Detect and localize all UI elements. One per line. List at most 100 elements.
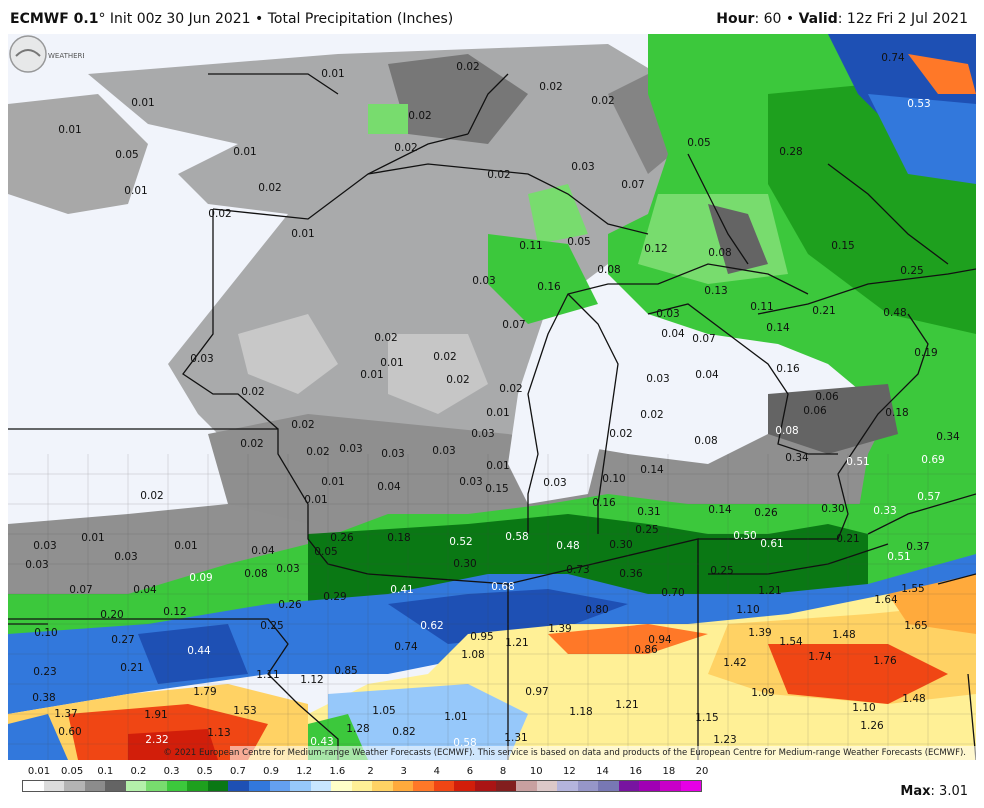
precip-value: 0.31 [637,506,660,518]
precip-value: 0.03 [471,428,494,440]
precip-value: 0.58 [505,531,528,543]
precip-value: 0.02 [539,81,562,93]
precip-value: 0.33 [873,505,896,517]
legend-tick-label: 0.3 [163,766,180,777]
precip-value: 1.54 [779,636,803,648]
legend-swatch [207,781,229,791]
precip-value: 0.21 [836,533,859,545]
legend-swatch [125,781,147,791]
precip-value: 0.82 [392,726,415,738]
precip-value: 1.31 [504,732,527,744]
precip-value: 0.02 [208,208,231,220]
precip-value: 1.48 [832,629,855,641]
precip-value: 0.01 [486,460,509,472]
legend-swatch [84,781,106,791]
precip-value: 0.28 [779,146,802,158]
legend-tick-label: 2 [367,766,374,777]
color-legend: 0.01 0.05 0.1 0.2 0.3 0.5 0.7 0.9 1.2 1.6 2 3 4 6 8 10 1… [22,764,708,804]
precip-value: 1.26 [860,720,884,732]
precip-value: 0.73 [566,564,589,576]
precip-value: 1.28 [346,723,369,735]
copyright-notice: © 2021 European Centre for Medium-range … [163,748,966,758]
legend-swatch [269,781,291,791]
legend-tick-label: 0.9 [263,766,279,777]
precip-value: 0.29 [323,591,346,603]
precip-value: 0.03 [339,443,362,455]
precip-value: 1.91 [144,709,167,721]
precip-value: 0.12 [644,243,667,255]
legend-tick-label: 0.05 [61,766,84,777]
precip-value: 0.02 [609,428,632,440]
legend-tick-label: 18 [662,766,676,777]
precip-value: 1.12 [300,674,323,686]
precip-value: 1.10 [736,604,759,616]
precip-value: 0.25 [710,565,733,577]
precip-value: 0.94 [648,634,672,646]
precip-value: 0.08 [694,435,717,447]
precip-value: 1.74 [808,651,832,663]
precip-value: 0.30 [821,503,844,515]
header: ECMWF 0.1° Init 00z 30 Jun 2021 • Total … [0,0,984,34]
precipitation-map: 0.74 0.53 0.28 0.15 0.25 0.21 0.48 0.19 0.18 0.34… [8,34,976,760]
precip-value: 0.01 [58,124,81,136]
precip-value: 1.79 [193,686,216,698]
precip-value: 0.03 [33,540,56,552]
legend-swatch [392,781,414,791]
title-separator: • [255,11,264,27]
legend-tick-label: 1.2 [296,766,313,777]
legend-tick-label: 0.5 [196,766,213,777]
precip-value: 0.85 [334,665,357,677]
precip-value: 0.16 [776,363,800,375]
legend-tick-label: 0.2 [130,766,147,777]
precip-value: 1.09 [751,687,774,699]
precip-value: 0.37 [906,541,929,553]
precip-value: 0.03 [381,448,404,460]
precip-value: 0.68 [491,581,514,593]
precip-value: 0.51 [846,456,869,468]
precip-value: 0.01 [304,494,327,506]
precip-value: 1.05 [372,705,395,717]
precip-value: 1.11 [256,669,279,681]
precip-value: 0.05 [687,137,710,149]
legend-tick-label: 8 [499,766,507,777]
legend-swatch [166,781,188,791]
precip-value: 0.15 [485,483,508,495]
precip-value: 0.48 [556,540,579,552]
precip-value: 0.30 [453,558,476,570]
precip-value: 0.03 [432,445,455,457]
legend-swatch [598,781,619,791]
precip-value: 0.01 [291,228,314,240]
precip-value: 0.61 [760,538,783,550]
precip-value: 0.01 [233,146,256,158]
legend-color-bar [22,780,702,792]
legend-tick-label: 12 [563,766,576,777]
precip-value: 0.62 [420,620,443,632]
precip-value: 0.02 [374,332,397,344]
legend-swatch [351,781,373,791]
legend-swatch [577,781,599,791]
precip-value: 0.21 [120,662,143,674]
precip-value: 0.18 [885,407,908,419]
precip-value: 0.02 [591,95,614,107]
precip-value: 1.01 [444,711,467,723]
legend-tick-label: 20 [695,766,709,777]
logo-text: WEATHERBELL [48,52,84,60]
precip-value: 0.02 [241,386,264,398]
precip-value: 0.70 [661,587,684,599]
precip-value: 0.60 [58,726,81,738]
precip-value: 1.21 [758,585,781,597]
legend-swatch [475,781,496,791]
precip-value: 0.25 [900,265,923,277]
precip-value: 0.02 [456,61,479,73]
precip-value: 0.02 [258,182,281,194]
legend-swatch [516,781,537,791]
valid-label: Valid [798,11,838,27]
precip-value: 0.02 [640,409,663,421]
legend-swatch [331,781,352,791]
precip-value: 0.03 [543,477,566,489]
precip-value: 0.43 [310,736,333,748]
precip-value: 0.44 [187,645,211,657]
legend-tick-label: 3 [400,766,407,777]
precip-value: 0.14 [708,504,732,516]
precip-value: 0.30 [609,539,632,551]
